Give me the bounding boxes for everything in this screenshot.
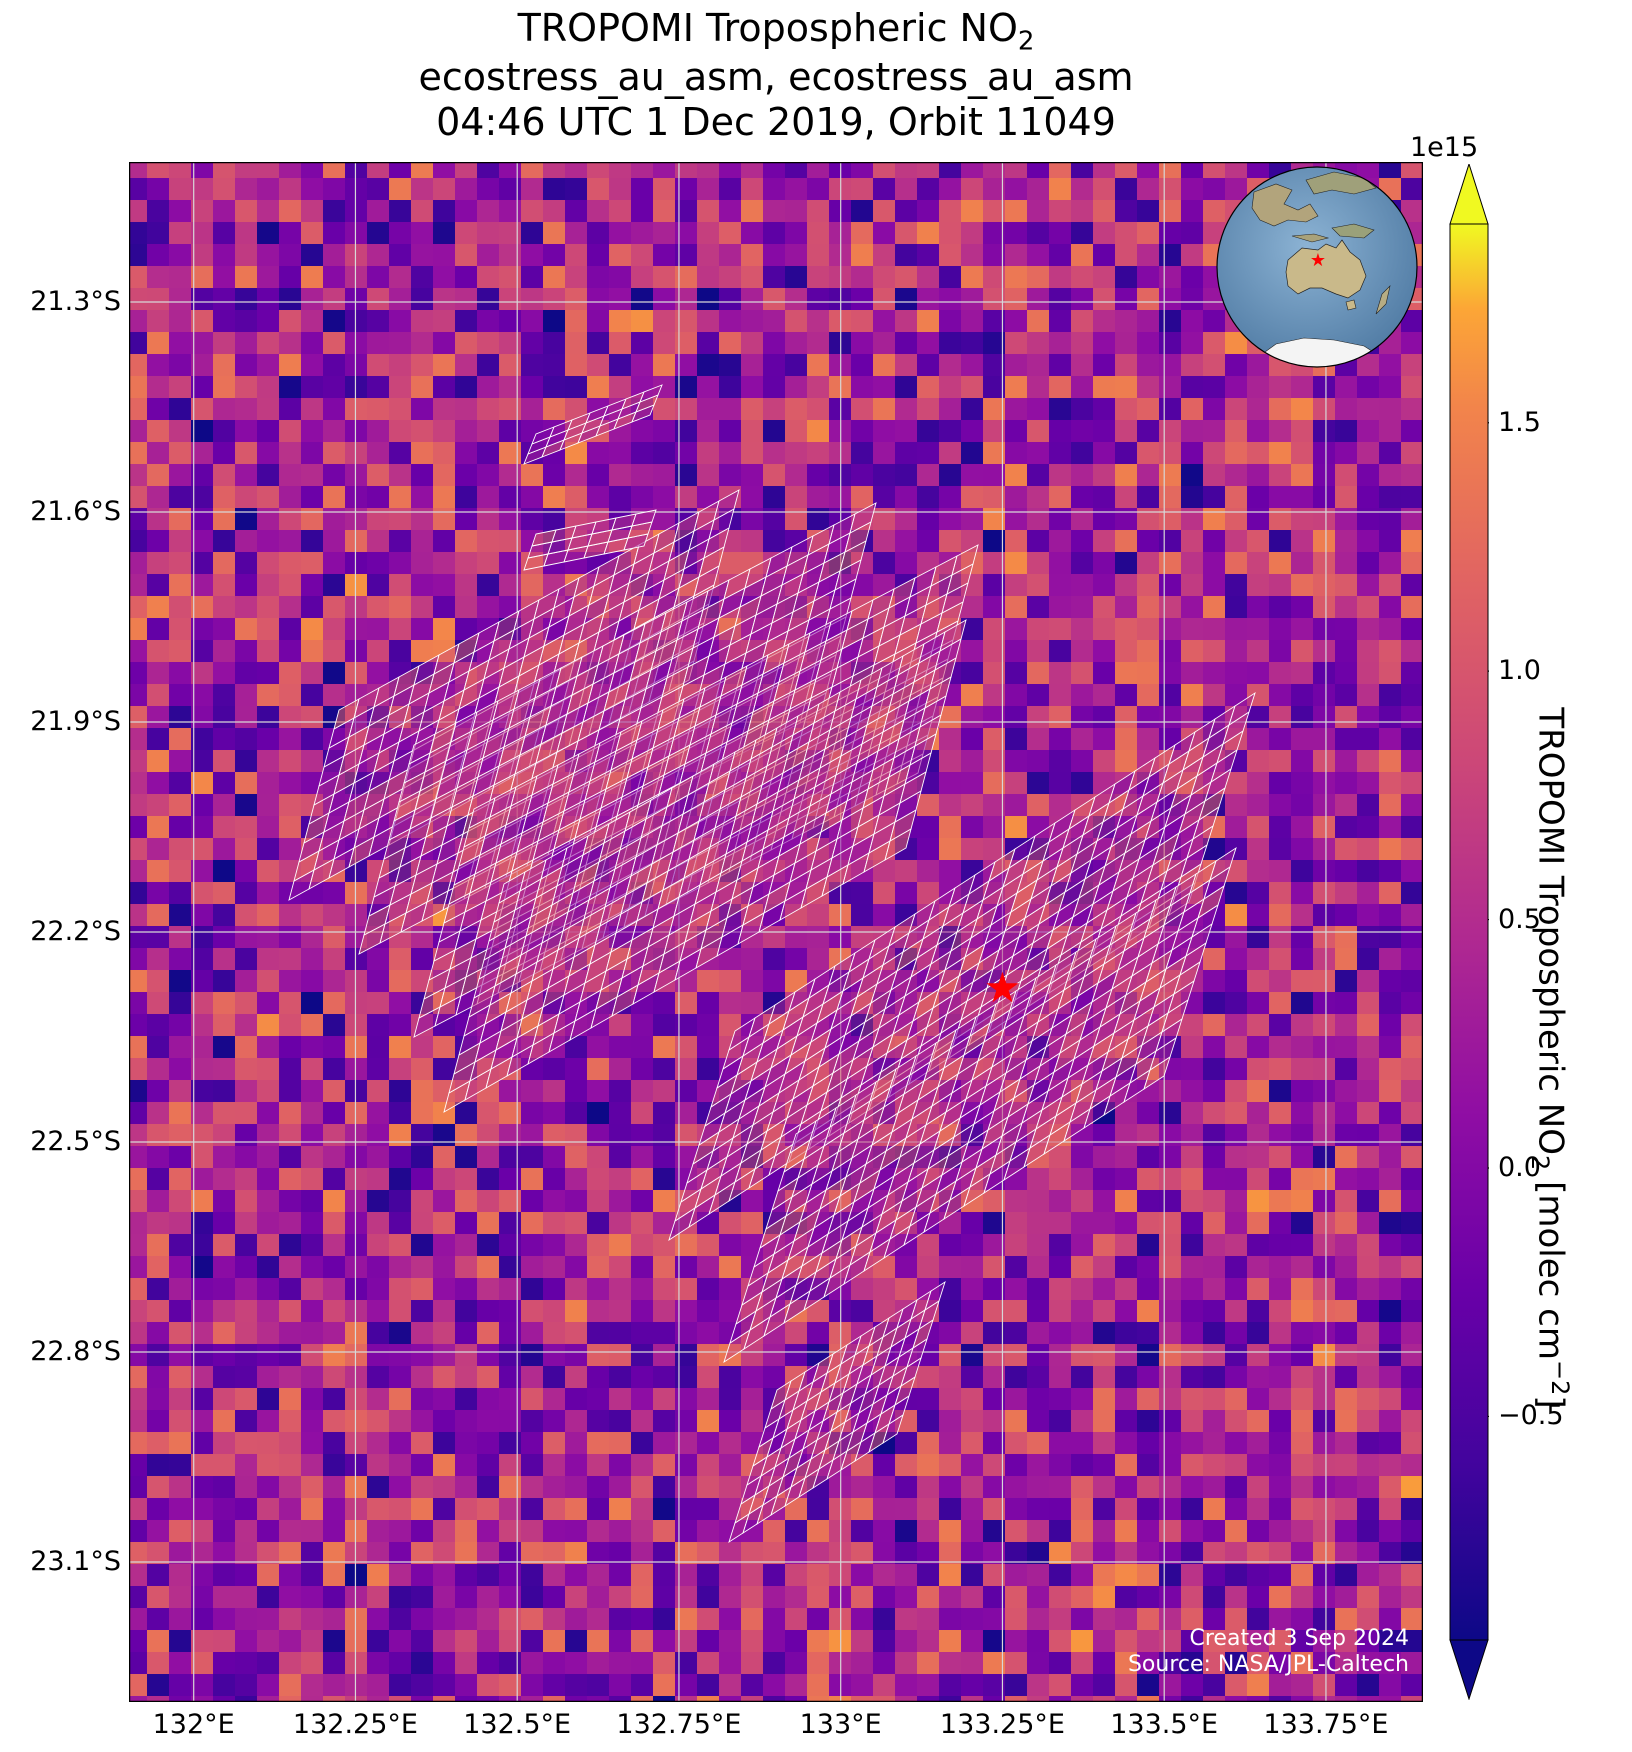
colorbar-title-sub: 2 [1525, 1155, 1554, 1171]
title-line-1: TROPOMI Tropospheric NO2 [129, 6, 1423, 64]
colorbar-title-units: [molec cm [1530, 1170, 1571, 1360]
lat-tick-label: 21.3°S [30, 286, 121, 317]
lon-tick-label: 133°E [799, 1709, 882, 1740]
title-line-3: 04:46 UTC 1 Dec 2019, Orbit 11049 [436, 100, 1116, 144]
target-star-icon: ★ [984, 963, 1022, 1012]
lat-tick-label: 21.9°S [30, 706, 121, 737]
credit-created: Created 3 Sep 2024 [1189, 1626, 1410, 1651]
inset-globe: ★ [1216, 166, 1418, 368]
target-marker: ★ [984, 963, 1022, 1012]
colorbar-extend-min [1449, 1639, 1489, 1700]
colorbar-gradient [1449, 223, 1489, 1641]
islands-land [1291, 233, 1330, 243]
colorbar-tick-label: 0.0 [1498, 1152, 1541, 1183]
asia-north-land [1305, 171, 1377, 195]
lon-tick-label: 133.25°E [939, 1709, 1065, 1740]
new-guinea-land [1331, 223, 1375, 239]
colorbar-title-sup: −2 [1546, 1359, 1574, 1396]
colorbar-tick-label: 0.5 [1498, 903, 1541, 935]
lat-tick-label: 23.1°S [30, 1546, 121, 1577]
title-line-2: ecostress_au_asm, ecostress_au_asm [418, 55, 1134, 99]
colorbar-tick-label: 1.5 [1498, 406, 1541, 438]
asia-land [1251, 183, 1319, 227]
lon-tick-label: 132.25°E [292, 1709, 418, 1740]
colorbar-title: TROPOMI Tropospheric NO2 [molec cm−2] [1526, 508, 1580, 1608]
lon-tick-label: 133.5°E [1110, 1709, 1219, 1740]
footprint-mesh [523, 384, 663, 465]
colorbar-title-text: TROPOMI Tropospheric NO [1530, 707, 1571, 1156]
colorbar-title-end: ] [1530, 1395, 1571, 1409]
colorbar [1449, 164, 1489, 1700]
credit-source: Source: NASA/JPL-Caltech [1127, 1652, 1409, 1677]
nz-land [1375, 285, 1391, 315]
inset-target-marker: ★ [1310, 250, 1326, 271]
lon-tick-label: 132°E [152, 1709, 235, 1740]
australia-land [1285, 239, 1367, 299]
target-footprint-overlay [288, 384, 1256, 1544]
colorbar-tick-label: 1.0 [1498, 655, 1541, 687]
lat-tick-label: 22.5°S [30, 1126, 121, 1157]
title-subscript: 2 [1017, 26, 1035, 57]
lat-tick-label: 21.6°S [30, 496, 121, 527]
lat-tick-label: 22.2°S [30, 916, 121, 947]
footprint-mesh [443, 619, 967, 1113]
lon-tick-label: 132.5°E [463, 1709, 572, 1740]
lon-tick-label: 132.75°E [616, 1709, 742, 1740]
footprint-mesh [728, 1280, 946, 1544]
footprint-mesh [723, 846, 1237, 1364]
lon-tick-label: 133.75°E [1263, 1709, 1389, 1740]
globe-outline [1216, 166, 1418, 368]
lat-tick-label: 22.8°S [30, 1336, 121, 1367]
footprint-mesh [523, 509, 657, 571]
colorbar-extend-max [1449, 164, 1489, 225]
title-main-text: TROPOMI Tropospheric NO [517, 6, 1018, 50]
colorbar-tick-label: −0.5 [1498, 1400, 1564, 1432]
map-frame [129, 162, 1423, 1702]
colorbar-multiplier: 1e15 [1410, 132, 1479, 163]
tasmania-land [1345, 299, 1357, 311]
no2-map[interactable]: ★ [129, 162, 1423, 1702]
